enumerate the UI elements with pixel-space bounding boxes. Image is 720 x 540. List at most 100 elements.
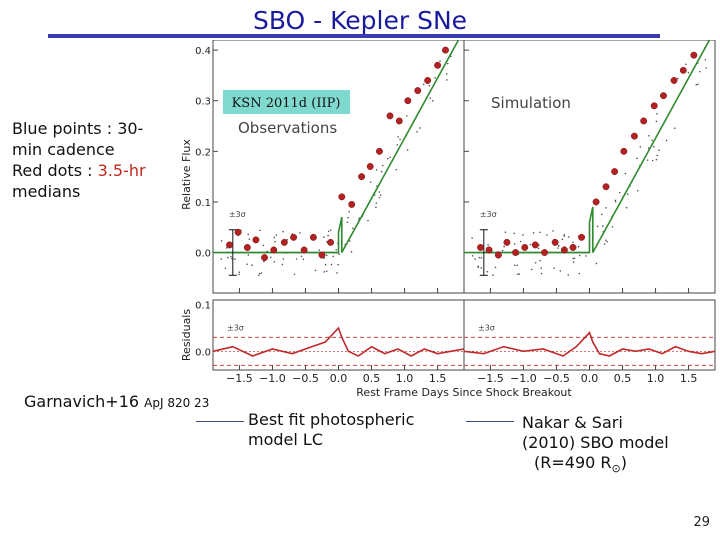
cadence-point [434, 77, 436, 79]
median-point [243, 244, 251, 251]
y-tick-label: 0.4 [195, 46, 211, 57]
cadence-point [552, 230, 554, 232]
median-point [309, 233, 317, 241]
median-point [541, 249, 549, 256]
x-tick-label: −0.5 [292, 372, 319, 385]
cadence-point [378, 191, 381, 193]
cadence-point [705, 67, 707, 69]
cadence-point [534, 262, 537, 264]
median-point [414, 87, 422, 95]
median-point [338, 193, 346, 201]
x-axis-label: Rest Frame Days Since Shock Breakout [356, 386, 572, 399]
cadence-point [563, 235, 566, 237]
median-point [252, 236, 260, 244]
cadence-point [487, 244, 489, 246]
cadence-point [247, 233, 250, 236]
median-point [290, 233, 298, 241]
cadence-point [651, 139, 653, 142]
cadence-point [624, 172, 627, 175]
cadence-point [471, 255, 474, 257]
cadence-point [325, 270, 328, 272]
x-tick-label: −1.0 [510, 372, 537, 385]
residual-sigma-label: ±3σ [478, 323, 495, 332]
cadence-point [238, 273, 240, 276]
x-tick-label: 0.5 [363, 372, 381, 385]
cadence-point [658, 149, 660, 152]
cadence-point [446, 62, 449, 65]
y-tick-label: 0.0 [195, 249, 211, 260]
cadence-point [603, 243, 606, 245]
cadence-point [648, 134, 650, 137]
cadence-point [567, 274, 570, 276]
cadence-point [557, 247, 559, 249]
cadence-point [431, 100, 434, 102]
residual-line [463, 331, 716, 357]
cadence-point [625, 206, 628, 209]
cadence-point [567, 236, 570, 238]
sun-symbol: ⊙ [611, 462, 621, 476]
cadence-point [263, 260, 265, 263]
cadence-point [350, 251, 353, 253]
median-point [640, 117, 648, 125]
sigma-label: ±3σ [480, 210, 497, 219]
cadence-point [248, 238, 251, 240]
residual-tick-label: 0.0 [195, 347, 211, 358]
red-dots-note: Red dots : 3.5-hr [12, 161, 146, 180]
x-tick-label: 0.5 [614, 372, 632, 385]
cadence-point [522, 234, 524, 236]
median-point [531, 241, 539, 249]
cadence-point [572, 257, 575, 260]
residual-sigma-label: ±3σ [227, 323, 244, 332]
cadence-point [636, 157, 638, 160]
cadence-point [606, 240, 608, 243]
x-tick-label: 1.0 [396, 372, 414, 385]
cadence-point [220, 258, 223, 260]
cadence-point [375, 169, 378, 171]
cadence-point [399, 138, 401, 141]
cadence-point [327, 230, 330, 233]
cadence-point [494, 266, 497, 269]
median-point [477, 244, 484, 251]
cadence-point [651, 159, 654, 162]
legend-line-sbo [466, 421, 514, 422]
cadence-point [553, 267, 555, 269]
median-point [660, 92, 667, 100]
median-point [611, 168, 619, 176]
model-line [464, 40, 711, 254]
cadence-point [258, 272, 261, 275]
median-point [386, 112, 394, 120]
median-point [280, 238, 288, 246]
title-underline [48, 34, 660, 38]
cadence-point [695, 83, 698, 86]
cadence-point [595, 262, 598, 265]
sigma-label: ±3σ [229, 210, 246, 219]
cadence-point [602, 225, 604, 227]
legend-line-photospheric [196, 421, 244, 422]
cadence-point [699, 70, 701, 73]
cadence-point [274, 240, 276, 243]
cadence-point [234, 258, 236, 260]
residual-tick-label: 0.1 [195, 301, 211, 312]
cadence-point [416, 131, 418, 133]
cadence-point [596, 225, 599, 228]
cadence-point [273, 261, 276, 263]
red-dots-value: 3.5-hr [97, 161, 146, 180]
median-point [358, 173, 366, 181]
median-point [521, 244, 529, 251]
cadence-point [486, 270, 489, 273]
cadence-point [519, 240, 522, 243]
median-point [318, 251, 326, 259]
x-tick-label: −1.5 [226, 372, 253, 385]
cadence-point [656, 112, 658, 115]
figure-notes: Blue points : 30-min cadence Red dots : … [12, 118, 172, 202]
cadence-point [329, 229, 332, 231]
cadence-point [260, 272, 263, 274]
cadence-point [330, 263, 333, 266]
cadence-point [262, 244, 265, 247]
red-dots-note-suffix: medians [12, 182, 81, 201]
cadence-point [293, 273, 296, 276]
cadence-point [478, 256, 481, 259]
cadence-point [501, 249, 504, 252]
cadence-point [282, 230, 284, 233]
cadence-point [346, 221, 349, 224]
